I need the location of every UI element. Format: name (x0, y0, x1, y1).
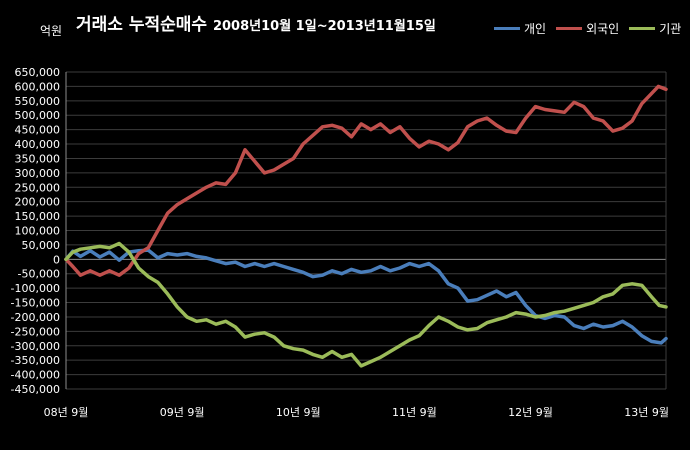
y-tick-label: 300,000 (15, 167, 61, 180)
y-tick-label: -250,000 (11, 325, 60, 338)
y-tick-label: -150,000 (11, 297, 60, 310)
legend-item-foreign: 외국인 (556, 20, 619, 37)
x-tick-label: 12년 9월 (508, 406, 553, 419)
y-tick-label: 500,000 (15, 109, 61, 122)
y-tick-label: 400,000 (15, 138, 61, 151)
legend-item-individual: 개인 (494, 20, 546, 37)
x-tick-label: 11년 9월 (392, 406, 437, 419)
legend-swatch-foreign (556, 27, 583, 30)
y-tick-label: 550,000 (15, 95, 61, 108)
x-tick-label: 08년 9월 (44, 406, 89, 419)
legend-label-foreign: 외국인 (586, 22, 620, 36)
y-tick-label: 350,000 (15, 152, 61, 165)
y-tick-label: 250,000 (15, 181, 61, 194)
legend-label-institution: 기관 (659, 22, 682, 36)
y-tick-label: -200,000 (11, 311, 60, 324)
y-tick-label: -350,000 (11, 354, 60, 367)
y-axis-unit-label: 억원 (40, 24, 63, 38)
y-tick-label: -450,000 (11, 383, 60, 396)
x-tick-label: 09년 9월 (160, 406, 205, 419)
chart-subtitle: 2008년10월 1일~2013년11월15일 (212, 19, 436, 34)
y-tick-label: 650,000 (15, 66, 61, 79)
series-line (64, 248, 668, 345)
y-tick-label: -50,000 (18, 268, 60, 281)
series-line (64, 241, 668, 368)
x-tick-label: 13년 9월 (624, 406, 669, 419)
y-tick-label: 50,000 (22, 239, 61, 252)
series-line (64, 84, 668, 277)
y-tick-label: -100,000 (11, 282, 60, 295)
y-tick-label: -300,000 (11, 340, 60, 353)
y-tick-label: 0 (53, 253, 60, 266)
chart-title-main: 거래소 누적순매수 (76, 15, 208, 35)
legend-swatch-individual (494, 27, 520, 30)
legend-label-individual: 개인 (524, 22, 547, 36)
y-tick-label: 100,000 (15, 225, 61, 238)
legend-swatch-institution (629, 27, 656, 30)
y-tick-label: 450,000 (15, 124, 61, 137)
y-tick-label: -400,000 (11, 369, 60, 382)
legend-item-institution: 기관 (629, 20, 681, 37)
y-tick-label: 600,000 (15, 80, 61, 93)
x-tick-label: 10년 9월 (276, 406, 321, 419)
y-tick-label: 150,000 (15, 210, 61, 223)
chart-title: 거래소 누적순매수 2008년10월 1일~2013년11월15일 (76, 10, 436, 35)
legend: 개인 외국인 기관 (494, 20, 681, 37)
y-tick-label: 200,000 (15, 196, 61, 209)
